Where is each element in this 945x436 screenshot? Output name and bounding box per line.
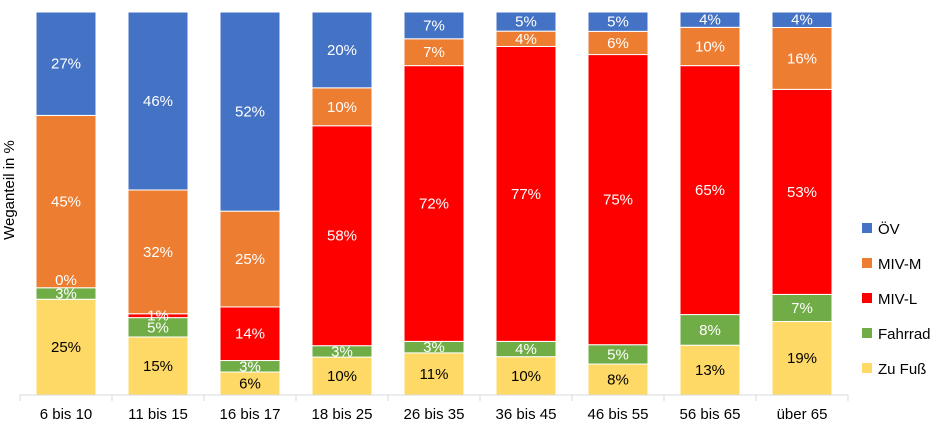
x-tick-marks (19, 395, 849, 401)
data-label-miv-m-6-bis-10: 45% (51, 194, 81, 211)
bar-oev-6-bis-10 (35, 11, 97, 116)
data-label-oev-26-bis-35: 7% (423, 17, 445, 34)
bar-zu-fuss-6-bis-10 (35, 298, 97, 396)
data-labels-layer: 25%3%45%27%15%5%1%32%46%6%3%14%25%52%10%… (51, 12, 817, 393)
bar-miv-m-ueber-65 (771, 26, 833, 90)
data-label-miv-l-16-bis-17: 14% (235, 326, 265, 343)
bars-layer (35, 11, 833, 396)
data-label-fahrrad-18-bis-25: 3% (331, 343, 353, 360)
bar-miv-l-18-bis-25 (311, 125, 373, 347)
bar-oev-56-bis-65 (679, 11, 741, 28)
data-label-miv-m-18-bis-25: 10% (327, 99, 357, 116)
data-label-zu-fuss-ueber-65: 19% (787, 350, 817, 367)
data-label-miv-m-36-bis-45: 4% (515, 31, 537, 48)
bar-miv-l-46-bis-55 (587, 54, 649, 346)
data-label-oev-6-bis-10: 27% (51, 56, 81, 73)
x-tick-label-26-bis-35: 26 bis 35 (404, 406, 465, 423)
bar-oev-46-bis-55 (587, 11, 649, 32)
data-label-miv-l-56-bis-65: 65% (695, 182, 725, 199)
x-tick-label-6-bis-10: 6 bis 10 (40, 406, 93, 423)
data-label-zu-fuss-18-bis-25: 10% (327, 368, 357, 385)
bar-zu-fuss-11-bis-15 (127, 336, 189, 396)
data-label-fahrrad-ueber-65: 7% (791, 300, 813, 317)
bar-miv-m-56-bis-65 (679, 26, 741, 67)
bar-zu-fuss-26-bis-35 (403, 352, 465, 396)
data-label-zu-fuss-56-bis-65: 13% (695, 362, 725, 379)
legend-label-zu-fuss: Zu Fuß (878, 361, 926, 378)
x-tick-label-46-bis-55: 46 bis 55 (588, 406, 649, 423)
bar-oev-18-bis-25 (311, 11, 373, 89)
bar-fahrrad-ueber-65 (771, 293, 833, 322)
legend-label-oev: ÖV (878, 220, 900, 238)
x-tick-labels: 6 bis 10 11 bis 15 16 bis 17 18 bis 25 26 bi… (40, 406, 828, 423)
data-label-miv-l-11-bis-15: 1% (147, 308, 169, 325)
legend-swatch-oev (862, 223, 872, 233)
data-label-fahrrad-46-bis-55: 5% (607, 346, 629, 363)
legend-label-miv-l: MIV-L (878, 291, 917, 308)
data-label-oev-56-bis-65: 4% (699, 12, 721, 29)
data-label-zu-fuss-46-bis-55: 8% (607, 372, 629, 389)
bar-miv-m-26-bis-35 (403, 38, 465, 67)
bar-oev-ueber-65 (771, 11, 833, 28)
x-tick-label-18-bis-25: 18 bis 25 (312, 406, 373, 423)
bar-oev-26-bis-35 (403, 11, 465, 40)
data-label-fahrrad-16-bis-17: 3% (239, 358, 261, 375)
data-label-miv-m-16-bis-17: 25% (235, 251, 265, 268)
bar-miv-l-56-bis-65 (679, 65, 741, 316)
legend-swatch-miv-l (862, 293, 872, 303)
legend-swatch-miv-m (862, 258, 872, 268)
bar-miv-m-6-bis-10 (35, 114, 97, 289)
bar-oev-36-bis-45 (495, 11, 557, 32)
bar-oev-11-bis-15 (127, 11, 189, 191)
data-label-miv-m-26-bis-35: 7% (423, 44, 445, 61)
data-label-fahrrad-36-bis-45: 4% (515, 341, 537, 358)
data-label-fahrrad-26-bis-35: 3% (423, 339, 445, 356)
data-label-fahrrad-6-bis-10: 3% (55, 286, 77, 303)
legend-label-miv-m: MIV-M (878, 256, 921, 273)
bar-miv-l-36-bis-45 (495, 45, 557, 342)
data-label-miv-m-11-bis-15: 32% (143, 244, 173, 261)
legend-label-fahrrad: Fahrrad (878, 326, 931, 343)
data-label-oev-46-bis-55: 5% (607, 14, 629, 31)
x-tick-label-36-bis-45: 36 bis 45 (496, 406, 557, 423)
x-tick-label-ueber-65: über 65 (777, 406, 828, 423)
data-label-oev-11-bis-15: 46% (143, 93, 173, 110)
data-label-miv-l-36-bis-45: 77% (511, 186, 541, 203)
data-label-miv-l-ueber-65: 53% (787, 184, 817, 201)
data-label-miv-l-26-bis-35: 72% (419, 196, 449, 213)
data-label-miv-m-ueber-65: 16% (787, 50, 817, 67)
data-label-fahrrad-56-bis-65: 8% (699, 322, 721, 339)
data-label-zu-fuss-16-bis-17: 6% (239, 376, 261, 393)
data-label-fahrrad-11-bis-15: 5% (147, 319, 169, 336)
data-label-oev-ueber-65: 4% (791, 12, 813, 29)
x-tick-label-11-bis-15: 11 bis 15 (128, 406, 188, 423)
y-axis-label: Weganteil in % (1, 140, 18, 240)
data-label-zu-fuss-11-bis-15: 15% (143, 358, 173, 375)
bar-miv-l-ueber-65 (771, 88, 833, 295)
x-tick-label-56-bis-65: 56 bis 65 (680, 406, 741, 423)
bar-miv-m-16-bis-17 (219, 210, 281, 308)
data-label-miv-m-56-bis-65: 10% (695, 38, 725, 55)
x-tick-label-16-bis-17: 16 bis 17 (220, 406, 281, 423)
data-label-miv-m-46-bis-55: 6% (607, 35, 629, 52)
legend-swatch-zu-fuss (862, 363, 872, 373)
bar-zu-fuss-18-bis-25 (311, 356, 373, 396)
bar-zu-fuss-56-bis-65 (679, 344, 741, 396)
data-label-miv-l-46-bis-55: 75% (603, 192, 633, 209)
legend-swatch-fahrrad (862, 328, 872, 338)
data-label-zu-fuss-26-bis-35: 11% (420, 366, 449, 383)
data-label-miv-l-6-bis-10-annotation: 0% (55, 272, 77, 289)
data-label-oev-18-bis-25: 20% (327, 42, 357, 59)
data-label-miv-l-18-bis-25: 58% (327, 228, 357, 245)
bar-miv-l-26-bis-35 (403, 65, 465, 342)
data-label-oev-16-bis-17: 52% (235, 104, 265, 121)
bar-miv-m-11-bis-15 (127, 189, 189, 315)
bar-oev-16-bis-17 (219, 11, 281, 212)
data-label-oev-36-bis-45: 5% (515, 14, 537, 31)
data-label-zu-fuss-6-bis-10: 25% (51, 339, 81, 356)
data-label-zu-fuss-36-bis-45: 10% (511, 368, 541, 385)
legend: ÖV MIV-M MIV-L Fahrrad Zu Fuß (862, 220, 931, 378)
